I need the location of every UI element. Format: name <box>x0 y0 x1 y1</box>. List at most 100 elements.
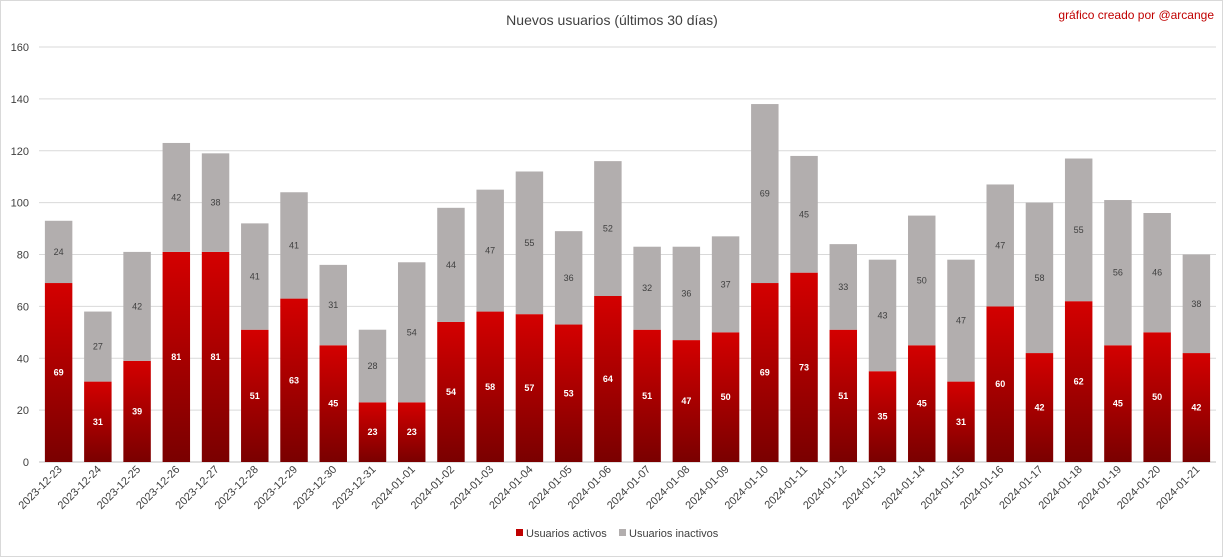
data-label-activos: 51 <box>838 391 848 401</box>
bar-activos <box>751 283 779 462</box>
y-axis-ticks: 0 20 40 60 80 100 120 140 160 <box>11 42 29 469</box>
y-tick-label: 20 <box>17 405 29 417</box>
bar-inactivos <box>986 184 1014 307</box>
bar-activos <box>241 329 269 462</box>
bar-activos <box>633 329 661 462</box>
bar-activos <box>123 360 151 462</box>
bar-inactivos <box>1025 202 1054 354</box>
y-tick-label: 140 <box>11 94 29 106</box>
y-tick-label: 160 <box>11 42 29 54</box>
data-label-activos: 23 <box>367 427 377 437</box>
chart-credit: gráfico creado por @arcange <box>1058 8 1214 22</box>
data-label-activos: 69 <box>54 368 64 378</box>
data-label-inactivos: 42 <box>132 301 142 311</box>
y-tick-label: 80 <box>17 250 29 262</box>
data-label-inactivos: 37 <box>721 279 731 289</box>
chart-title: Nuevos usuarios (últimos 30 días) <box>506 12 718 28</box>
bar-inactivos <box>162 142 191 252</box>
bar-activos <box>554 324 583 462</box>
bar-inactivos <box>123 251 151 361</box>
data-label-activos: 51 <box>642 391 652 401</box>
bar-inactivos <box>515 171 544 315</box>
y-tick-label: 60 <box>17 301 29 313</box>
data-label-inactivos: 44 <box>446 260 456 270</box>
data-label-activos: 31 <box>93 417 103 427</box>
bar-activos <box>1182 353 1211 462</box>
data-label-activos: 50 <box>1152 392 1162 402</box>
data-label-inactivos: 47 <box>485 246 495 256</box>
legend-label: Usuarios activos <box>526 528 607 540</box>
bar-activos <box>84 381 112 462</box>
data-label-inactivos: 69 <box>760 189 770 199</box>
bar-inactivos <box>44 220 73 284</box>
legend: Usuarios activos Usuarios inactivos <box>516 528 719 540</box>
data-label-activos: 69 <box>760 368 770 378</box>
data-label-inactivos: 42 <box>171 192 181 202</box>
bar-inactivos <box>319 264 347 346</box>
bar-activos <box>515 314 544 462</box>
data-label-inactivos: 52 <box>603 224 613 234</box>
bar-inactivos <box>1143 213 1171 333</box>
bar-activos <box>986 306 1014 462</box>
data-label-inactivos: 50 <box>917 275 927 285</box>
bar-activos <box>790 272 818 462</box>
data-label-activos: 42 <box>1034 403 1044 413</box>
data-label-activos: 45 <box>328 399 338 409</box>
data-label-inactivos: 58 <box>1034 273 1044 283</box>
x-axis-ticks: 2023-12-232023-12-242023-12-252023-12-26… <box>16 464 1202 512</box>
legend-label: Usuarios inactivos <box>629 528 719 540</box>
bars: 69 24 31 27 39 42 81 42 81 38 51 41 63 41 45 31 23 28 23 54… <box>44 104 1211 462</box>
data-label-inactivos: 36 <box>681 288 691 298</box>
bar-inactivos <box>908 215 936 346</box>
bar-inactivos <box>280 192 308 299</box>
data-label-activos: 62 <box>1074 377 1084 387</box>
bar-inactivos <box>84 311 112 382</box>
data-label-activos: 47 <box>681 396 691 406</box>
data-label-activos: 23 <box>407 427 417 437</box>
bar-activos <box>44 283 73 462</box>
y-tick-label: 120 <box>11 146 29 158</box>
bar-inactivos <box>1064 158 1093 302</box>
bar-activos <box>319 345 347 462</box>
data-label-inactivos: 31 <box>328 300 338 310</box>
bar-activos <box>672 340 701 462</box>
bar-inactivos <box>201 153 230 252</box>
data-label-activos: 39 <box>132 406 142 416</box>
bar-inactivos <box>554 231 583 325</box>
bar-activos <box>280 298 308 462</box>
bar-activos <box>437 321 465 462</box>
data-label-activos: 51 <box>250 391 260 401</box>
data-label-inactivos: 28 <box>367 361 377 371</box>
data-label-activos: 58 <box>485 382 495 392</box>
bar-activos <box>947 381 975 462</box>
legend-swatch <box>619 529 626 536</box>
data-label-inactivos: 47 <box>956 316 966 326</box>
bar-activos <box>829 329 858 462</box>
bar-activos <box>908 345 936 462</box>
data-label-inactivos: 56 <box>1113 268 1123 278</box>
data-label-activos: 57 <box>524 383 534 393</box>
bar-inactivos <box>241 223 269 330</box>
bar-inactivos <box>1182 254 1211 354</box>
data-label-inactivos: 33 <box>838 282 848 292</box>
bar-inactivos <box>476 189 504 312</box>
bar-inactivos <box>397 262 426 403</box>
data-label-inactivos: 43 <box>878 310 888 320</box>
bar-inactivos <box>1104 200 1132 346</box>
data-label-activos: 81 <box>171 352 181 362</box>
data-label-activos: 64 <box>603 374 613 384</box>
data-label-activos: 53 <box>564 388 574 398</box>
data-label-activos: 63 <box>289 375 299 385</box>
data-label-inactivos: 41 <box>250 272 260 282</box>
data-label-activos: 73 <box>799 362 809 372</box>
data-label-inactivos: 47 <box>995 240 1005 250</box>
data-label-activos: 54 <box>446 387 456 397</box>
bar-activos <box>476 311 504 462</box>
data-label-activos: 35 <box>878 412 888 422</box>
data-label-activos: 45 <box>1113 399 1123 409</box>
data-label-inactivos: 27 <box>93 342 103 352</box>
data-label-inactivos: 41 <box>289 240 299 250</box>
data-label-inactivos: 55 <box>524 238 534 248</box>
bar-activos <box>201 251 230 462</box>
